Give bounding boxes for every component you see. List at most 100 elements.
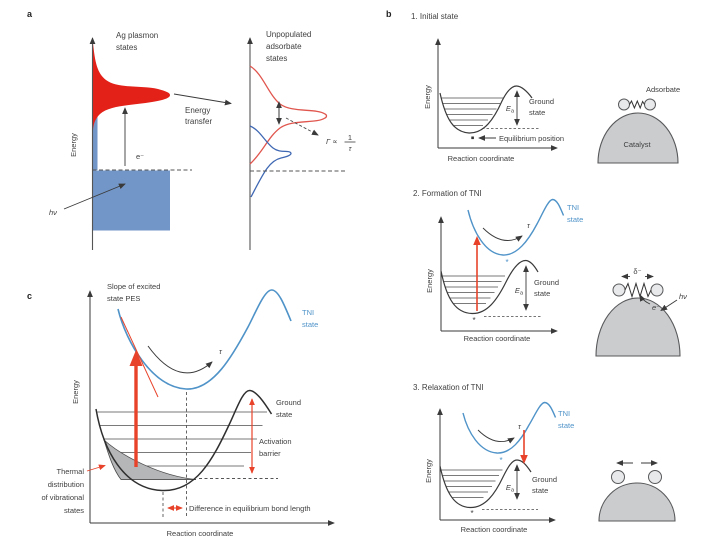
energy-transfer: Energy transfer xyxy=(173,93,232,126)
ground-minimum-asterisk: * xyxy=(470,509,473,518)
populated-state-curve-blue xyxy=(249,125,292,198)
plasmon-distribution-shape xyxy=(93,43,170,130)
photon-arrow xyxy=(660,299,678,312)
panel-a: a Energy e⁻ hν Ag plasmon states Energy … xyxy=(27,9,356,250)
adsorbate-atom-right xyxy=(650,283,664,297)
vibrational-levels xyxy=(441,97,504,126)
electron-transfer-arrow xyxy=(639,294,651,305)
tni-state-label-line1: TNI xyxy=(302,308,314,317)
excitation-arrow-head xyxy=(129,350,143,366)
unpopulated-state-curve-red xyxy=(249,65,328,165)
delta-charge-label: δ⁻ xyxy=(633,267,641,276)
photon-label: hν xyxy=(49,208,57,217)
energy-transfer-label-line2: transfer xyxy=(185,117,212,126)
tni-minimum-asterisk: * xyxy=(499,456,502,465)
vibrational-levels xyxy=(441,469,503,498)
adsorbate-atom-right xyxy=(644,98,656,111)
gamma-numerator: 1 xyxy=(348,133,352,142)
adsorbate-atom-left xyxy=(612,283,626,297)
relaxation-arrow-head xyxy=(520,455,528,464)
catalyst-dome xyxy=(598,482,676,522)
panel-a-letter: a xyxy=(27,9,33,19)
tau-trajectory-arrow xyxy=(482,227,523,242)
reaction-axis-label: Reaction coordinate xyxy=(464,334,531,343)
ground-state-label-line1: Ground xyxy=(532,475,557,484)
adsorbate-atom-left xyxy=(618,98,630,111)
activation-barrier-label-line1: Activation xyxy=(259,437,292,446)
ground-state-label-line1: Ground xyxy=(529,97,554,106)
gamma-lifetime-expression: Γ ∝ 1 τ xyxy=(326,133,356,153)
tau-label: τ xyxy=(518,422,522,431)
tni-state-label-line2: state xyxy=(558,421,574,430)
electron-label: e⁻ xyxy=(136,152,144,161)
thermal-pointer-arrow xyxy=(86,464,106,472)
ag-plasmon-label-line1: Ag plasmon xyxy=(116,31,158,40)
reaction-axis-label: Reaction coordinate xyxy=(167,529,234,538)
activation-energy-label: Ea xyxy=(506,483,515,494)
adsorbate-states-plot: Γ ∝ 1 τ Unpopulated adsorbate states xyxy=(247,30,356,250)
ground-state-curve xyxy=(95,389,273,492)
panel-b-section3: 3. Relaxation of TNI Energy Reaction coo… xyxy=(413,383,676,534)
energy-transfer-label-line1: Energy xyxy=(185,106,210,115)
thermal-distribution-shading xyxy=(103,438,197,480)
activation-energy-label: Ea xyxy=(515,286,524,297)
thermal-label-line2: distribution xyxy=(48,480,84,489)
plasmon-plot: Energy e⁻ hν Ag plasmon states xyxy=(49,31,192,250)
desorbing-atom-left xyxy=(611,470,625,484)
desorbing-atom-right xyxy=(648,470,662,484)
panel-b-section2: 2. Formation of TNI Energy Reaction coor… xyxy=(413,189,687,357)
energy-transfer-arrow xyxy=(173,93,232,106)
unpopulated-label-line3: states xyxy=(266,54,287,63)
tau-label: τ xyxy=(219,347,223,356)
unpopulated-label-line1: Unpopulated xyxy=(266,30,311,39)
catalyst-dome xyxy=(597,112,679,164)
activation-barrier-label-line2: barrier xyxy=(259,449,281,458)
ag-plasmon-label-line2: states xyxy=(116,43,137,52)
stretched-bond-spring xyxy=(624,281,652,299)
photon-arrow xyxy=(63,183,126,210)
slope-label-line1: Slope of excited xyxy=(107,282,160,291)
panel-b-letter: b xyxy=(386,9,392,19)
tni-state-label-line2: state xyxy=(302,320,318,329)
tni-state-curve xyxy=(467,198,565,256)
catalyst-cartoon-2: δ⁻ e⁻ hν xyxy=(595,267,687,357)
filled-states-box xyxy=(93,170,170,231)
energy-axis-label: Energy xyxy=(424,459,433,483)
ground-state-label-line1: Ground xyxy=(276,398,301,407)
section1-title: 1. Initial state xyxy=(411,12,459,21)
energy-axis-label: Energy xyxy=(423,85,432,109)
tni-state-label-line1: TNI xyxy=(567,203,579,212)
tni-minimum-asterisk: * xyxy=(505,258,508,267)
ground-state-label-line2: state xyxy=(532,486,548,495)
thermal-label-line3: of vibrational xyxy=(41,493,84,502)
catalyst-cartoon-1: Adsorbate Catalyst xyxy=(597,85,680,164)
activation-energy-label: Ea xyxy=(506,104,515,115)
tni-state-label-line1: TNI xyxy=(558,409,570,418)
thermal-label-line4: states xyxy=(64,506,84,515)
equilibrium-position-dot xyxy=(471,136,474,140)
filled-states-strip xyxy=(93,88,98,170)
bond-length-label: Difference in equilibrium bond length xyxy=(189,504,311,513)
ground-state-label-line1: Ground xyxy=(534,278,559,287)
ground-minimum-asterisk: * xyxy=(472,316,475,325)
gamma-expr: Γ ∝ xyxy=(326,137,338,146)
photon-label: hν xyxy=(679,292,687,301)
tni-state-curve xyxy=(117,289,292,390)
vibrational-levels xyxy=(442,275,505,304)
linewidth-dashed-arrow xyxy=(285,117,319,136)
electron-label: e⁻ xyxy=(652,303,660,312)
ground-state-curve xyxy=(440,259,539,315)
panel-b-section1: 1. Initial state Energy Reaction coordin… xyxy=(411,12,680,164)
ground-state-label-line2: state xyxy=(534,289,550,298)
panel-c-letter: c xyxy=(27,291,32,301)
panel-b: b 1. Initial state Energy Reaction coord… xyxy=(386,9,687,534)
thermal-label-line1: Thermal xyxy=(56,467,84,476)
gamma-denominator: τ xyxy=(349,144,353,153)
slope-label-line2: state PES xyxy=(107,294,140,303)
bond-spring xyxy=(629,99,645,110)
reaction-axis-label: Reaction coordinate xyxy=(461,525,528,534)
energy-axis-label: Energy xyxy=(425,269,434,293)
catalyst-cartoon-3 xyxy=(598,460,676,522)
